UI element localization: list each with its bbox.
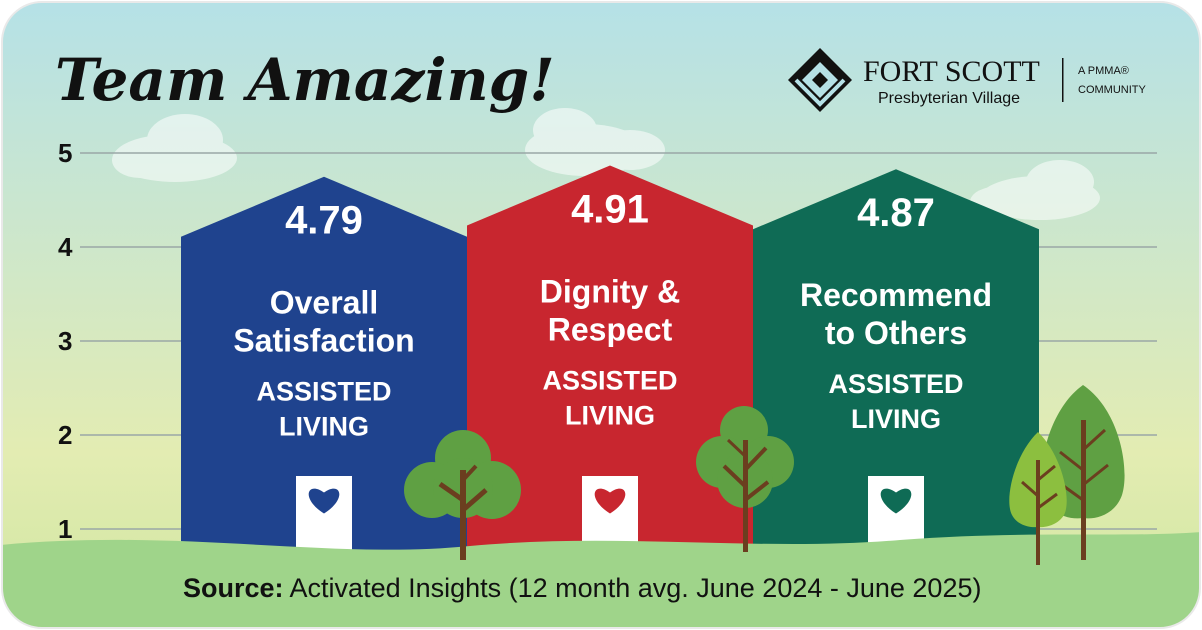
- group-label: LIVING: [279, 412, 369, 442]
- page-title: Team Amazing!: [55, 46, 555, 114]
- y-tick-label: 2: [58, 420, 72, 450]
- affiliation-line-1: A PMMA®: [1078, 65, 1129, 77]
- house-door: [296, 476, 352, 555]
- group-label: LIVING: [851, 404, 941, 434]
- category-label: Dignity &: [540, 273, 680, 309]
- brand-divider: [1062, 58, 1064, 102]
- heart-icon: [594, 488, 626, 514]
- category-label: Overall: [270, 285, 379, 321]
- source-note: Source: Activated Insights (12 month avg…: [183, 573, 981, 603]
- brand-logo-mark: [788, 48, 852, 112]
- source-text: Activated Insights (12 month avg. June 2…: [284, 573, 982, 603]
- cloud-center: [525, 108, 665, 176]
- data-label: 4.87: [857, 191, 935, 235]
- tree-round-center: [696, 406, 794, 552]
- group-label: LIVING: [565, 400, 655, 430]
- category-label: Respect: [548, 311, 673, 347]
- brand-subtitle: Presbyterian Village: [878, 90, 1020, 107]
- tree-round-left: [404, 430, 521, 560]
- bar: [467, 165, 753, 555]
- category-label: Recommend: [800, 277, 992, 313]
- ground-hill: [2, 532, 1200, 628]
- data-label: 4.79: [285, 199, 363, 243]
- tree-small-right: [1009, 432, 1067, 565]
- bar: [753, 169, 1039, 555]
- y-axis-tick-labels: 1 2 3 4 5: [58, 138, 73, 544]
- category-label: to Others: [825, 315, 967, 351]
- data-label: 4.91: [571, 187, 649, 231]
- group-label: ASSISTED: [256, 377, 391, 407]
- y-tick-label: 1: [58, 514, 72, 544]
- affiliation-line-2: COMMUNITY: [1078, 84, 1146, 96]
- group-label: ASSISTED: [542, 365, 677, 395]
- heart-icon: [308, 488, 340, 514]
- y-tick-label: 3: [58, 326, 72, 356]
- category-label: Satisfaction: [233, 323, 414, 359]
- source-label: Source:: [183, 573, 284, 603]
- brand-name: FORT SCOTT: [863, 55, 1040, 88]
- y-tick-label: 4: [58, 232, 73, 262]
- bar: [181, 176, 467, 556]
- y-tick-label: 5: [58, 138, 72, 168]
- group-label: ASSISTED: [828, 369, 963, 399]
- heart-icon: [880, 488, 912, 514]
